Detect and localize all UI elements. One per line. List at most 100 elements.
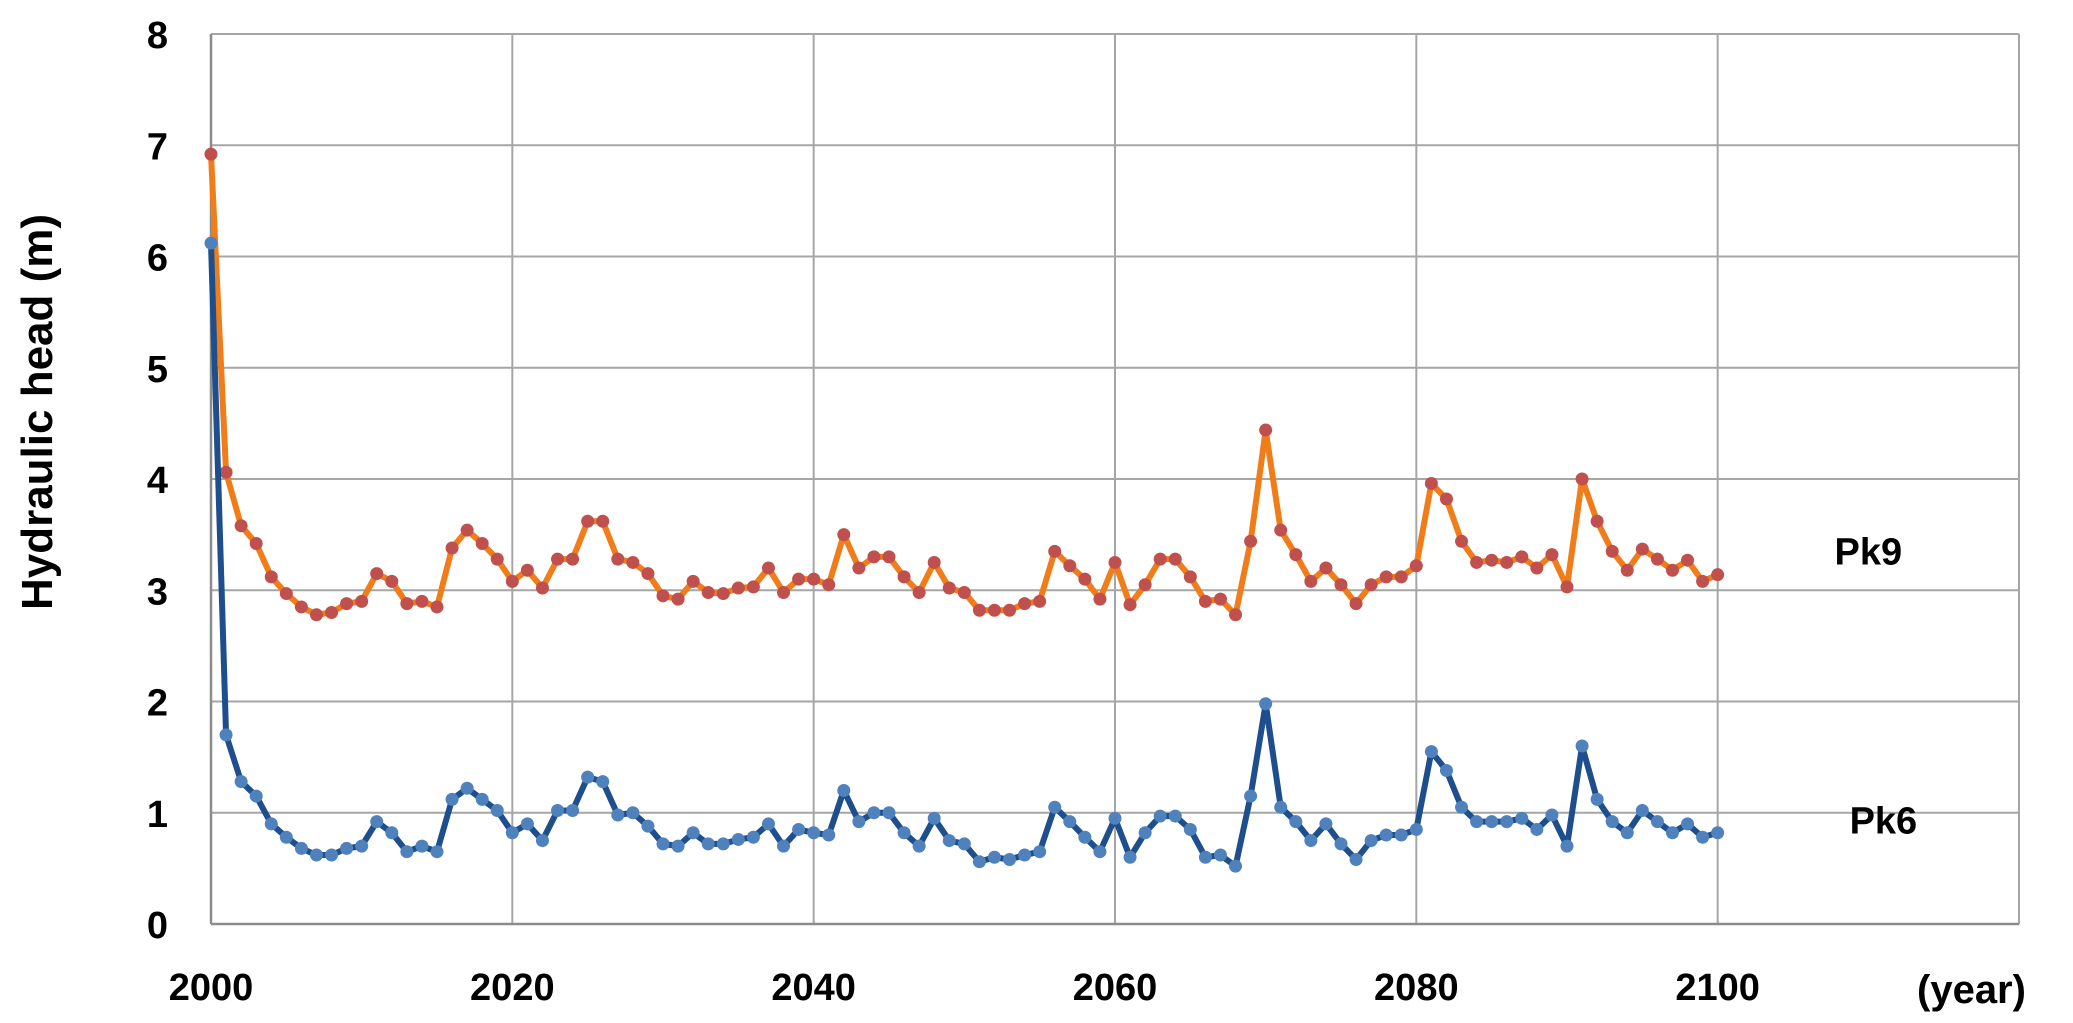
data-point: [626, 555, 640, 569]
data-point: [249, 537, 263, 551]
data-point: [1590, 514, 1604, 528]
data-point: [1650, 552, 1664, 566]
data-point: [1168, 552, 1182, 566]
data-point: [746, 830, 760, 844]
data-point: [1545, 808, 1559, 822]
data-point: [1424, 745, 1438, 759]
data-point: [1394, 570, 1408, 584]
x-tick-label: 2060: [1073, 967, 1158, 1009]
data-point: [279, 830, 293, 844]
data-point: [746, 580, 760, 594]
data-point: [927, 555, 941, 569]
data-point: [1078, 572, 1092, 586]
x-tick-label: 2040: [771, 967, 856, 1009]
data-point: [897, 570, 911, 584]
data-point: [1213, 848, 1227, 862]
data-point: [1183, 822, 1197, 836]
data-point: [309, 608, 323, 622]
data-point: [1439, 763, 1453, 777]
series-layer: [204, 147, 1725, 873]
data-point: [415, 839, 429, 853]
data-point: [897, 826, 911, 840]
data-point: [1665, 826, 1679, 840]
data-point: [279, 587, 293, 601]
data-point: [716, 587, 730, 601]
data-point: [400, 845, 414, 859]
series-pk9: [204, 147, 1725, 622]
data-point: [1244, 789, 1258, 803]
data-point: [837, 784, 851, 797]
data-point: [1138, 826, 1152, 840]
data-point: [490, 552, 504, 566]
x-tick-label: 2000: [169, 967, 254, 1009]
data-point: [1681, 553, 1695, 567]
grid: [209, 33, 2020, 926]
data-point: [867, 550, 881, 564]
series-pk6: [204, 236, 1725, 873]
data-point: [731, 832, 745, 846]
data-point: [219, 465, 233, 479]
data-point: [551, 804, 565, 818]
data-point: [1665, 563, 1679, 577]
data-point: [1018, 597, 1032, 611]
data-point: [1183, 570, 1197, 584]
data-point: [942, 834, 956, 848]
data-point: [1108, 811, 1122, 825]
data-point: [1545, 548, 1559, 562]
data-point: [294, 600, 308, 614]
data-point: [1530, 561, 1544, 575]
data-point: [1138, 578, 1152, 592]
data-point: [626, 806, 640, 820]
data-point: [1349, 852, 1363, 866]
data-point: [1304, 834, 1318, 848]
data-point: [1048, 544, 1062, 558]
data-point: [1213, 592, 1227, 606]
data-point: [1515, 811, 1529, 825]
data-point: [882, 806, 896, 820]
data-point: [1259, 423, 1273, 437]
data-point: [1259, 697, 1273, 711]
data-point: [1696, 574, 1710, 588]
data-point: [309, 848, 323, 862]
y-tick-label: 5: [147, 349, 168, 391]
data-point: [1033, 594, 1047, 608]
data-point: [581, 770, 595, 784]
data-point: [264, 817, 278, 831]
data-point: [535, 581, 549, 595]
data-point: [204, 147, 218, 161]
data-point: [520, 817, 534, 831]
data-point: [505, 826, 519, 840]
data-point: [1123, 598, 1137, 612]
data-point: [325, 606, 339, 619]
data-point: [1605, 815, 1619, 829]
data-point: [1530, 822, 1544, 836]
data-point: [566, 552, 580, 566]
data-point: [1289, 548, 1303, 562]
data-point: [807, 826, 821, 840]
data-point: [1560, 839, 1574, 853]
data-point: [460, 781, 474, 795]
y-tick-label: 0: [147, 905, 168, 947]
data-point: [249, 789, 263, 803]
data-point: [400, 597, 414, 611]
data-point: [611, 808, 625, 822]
tick-labels: 0 1 2 3 4 5 6 7 8 2000 2020 2040 2060 2080 2100: [147, 15, 1760, 1009]
data-point: [1455, 800, 1469, 814]
data-point: [852, 815, 866, 829]
series-name-label: Pk6: [1850, 801, 1918, 843]
data-point: [972, 603, 986, 617]
data-point: [731, 581, 745, 595]
data-point: [1470, 555, 1484, 569]
data-point: [611, 552, 625, 566]
data-point: [1409, 822, 1423, 836]
data-point: [1063, 815, 1077, 829]
x-tick-label: 2100: [1675, 967, 1760, 1009]
data-point: [355, 594, 369, 608]
x-tick-label: 2080: [1374, 967, 1459, 1009]
data-point: [264, 570, 278, 584]
data-point: [972, 855, 986, 869]
data-point: [1153, 809, 1167, 823]
data-point: [581, 514, 595, 528]
data-point: [1711, 826, 1725, 840]
data-point: [1274, 800, 1288, 814]
